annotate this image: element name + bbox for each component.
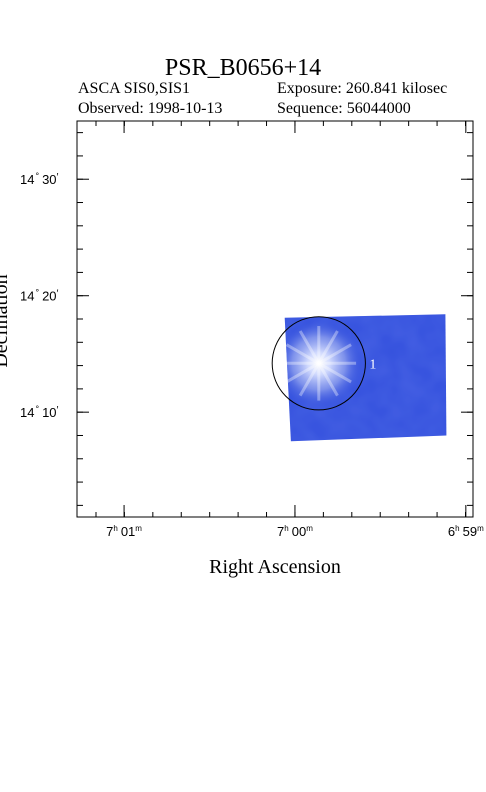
dec-tick-label: 14° 10′: [20, 404, 59, 420]
axis-ticks: [77, 121, 473, 517]
source-circle: [271, 316, 366, 411]
dec-tick-label: 14° 20′: [20, 288, 59, 304]
source-spike: [298, 362, 321, 397]
exposure-label: Exposure: 260.841 kilosec: [277, 80, 448, 97]
y-axis-label: Declination: [0, 274, 12, 367]
ra-tick-label: 7h 00m: [277, 524, 313, 539]
source-spike: [318, 362, 352, 384]
instrument-label: ASCA SIS0,SIS1: [78, 80, 191, 97]
x-axis-label: Right Ascension: [209, 556, 341, 578]
source-emission: [284, 319, 364, 408]
ra-tick-label: 7h 01m: [106, 524, 142, 539]
observed-label: Observed: 1998-10-13: [78, 100, 223, 117]
source-label: 1: [369, 357, 376, 372]
source-spike: [285, 362, 320, 384]
dec-tick-label: 14° 30′: [20, 171, 59, 187]
axis-tick-labels: 7h 01m 7h 00m 6h 59m 14° 30′ 14° 20′ 14° 10′: [20, 171, 484, 539]
ra-tick-label: 6h 59m: [448, 524, 484, 539]
source-spike: [285, 343, 320, 365]
source-region: 1: [271, 316, 376, 411]
chart-title: PSR_B0656+14: [164, 55, 322, 81]
source-spike: [298, 330, 321, 365]
source-spike: [318, 343, 352, 365]
source-spike: [317, 330, 339, 365]
source-spike: [317, 362, 339, 397]
sequence-label: Sequence: 56044000: [277, 100, 411, 117]
